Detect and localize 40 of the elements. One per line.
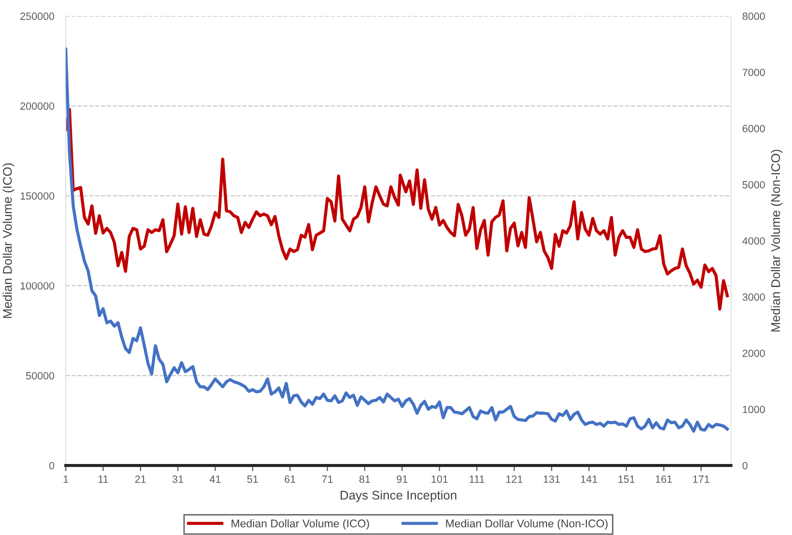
y-tick-label: 0 (49, 462, 54, 470)
x-tick-label: 41 (210, 476, 221, 483)
line-series (66, 48, 729, 433)
y-tick-label: 200000 (20, 102, 54, 110)
x-tick-label: 171 (693, 476, 710, 483)
x-tick-label: 51 (247, 476, 258, 483)
y-tick-label: 50000 (26, 372, 54, 380)
x-tick-label: 101 (432, 475, 448, 483)
x-tick-label: 81 (359, 475, 370, 483)
x-tick-label: 121 (506, 475, 522, 483)
y2-tick-label: 0 (742, 462, 748, 470)
y2-tick-label: 6000 (742, 124, 765, 132)
y2-tick-label: 5000 (742, 181, 765, 188)
x-tick-label: 71 (322, 476, 333, 483)
x-tick-label: 21 (135, 475, 146, 483)
x-tick-label: 131 (544, 475, 560, 483)
y-tick-label: 150000 (20, 192, 54, 200)
y-tick-label: 100000 (20, 282, 54, 290)
y2-tick-label: 4000 (742, 237, 765, 245)
x-axis-title: Days Since Inception (340, 490, 456, 502)
legend-label: Median Dollar Volume (ICO) (232, 519, 369, 530)
x-tick-label: 11 (98, 476, 108, 483)
x-tick-label: 161 (656, 475, 672, 483)
x-tick-label: 111 (470, 476, 484, 483)
y-tick-label: 250000 (20, 12, 54, 20)
x-tick-label: 61 (284, 475, 296, 483)
x-tick-label: 151 (618, 476, 635, 483)
y2-tick-label: 2000 (742, 350, 765, 357)
x-tick-label: 91 (396, 475, 408, 483)
x-tick-label: 1 (64, 476, 68, 483)
y2-tick-label: 1000 (742, 406, 765, 414)
line-series (66, 108, 729, 311)
y-axis-title: Median Dollar Volume (ICO) (2, 163, 14, 318)
y2-axis-title: Median Dollar Volume (Non-ICO) (770, 150, 782, 332)
y2-tick-label: 7000 (742, 68, 765, 76)
legend-label: Median Dollar Volume (Non-ICO) (446, 519, 608, 530)
x-tick-label: 141 (581, 476, 598, 483)
x-tick-label: 31 (172, 475, 184, 483)
y2-tick-label: 3000 (742, 293, 765, 301)
y2-tick-label: 8000 (742, 12, 765, 20)
